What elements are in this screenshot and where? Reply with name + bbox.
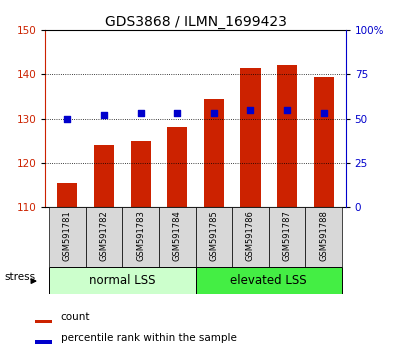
Bar bbox=[94, 145, 114, 207]
Text: GSM591785: GSM591785 bbox=[209, 211, 218, 261]
Text: GSM591788: GSM591788 bbox=[319, 211, 328, 261]
FancyBboxPatch shape bbox=[269, 207, 305, 267]
Point bbox=[137, 110, 144, 116]
FancyBboxPatch shape bbox=[122, 207, 159, 267]
Text: GSM591787: GSM591787 bbox=[282, 211, 292, 261]
FancyBboxPatch shape bbox=[49, 267, 196, 294]
FancyBboxPatch shape bbox=[159, 207, 196, 267]
Point bbox=[284, 107, 290, 113]
FancyBboxPatch shape bbox=[49, 207, 86, 267]
Text: GSM591783: GSM591783 bbox=[136, 211, 145, 261]
Point bbox=[320, 110, 327, 116]
Bar bbox=[314, 76, 334, 207]
FancyBboxPatch shape bbox=[196, 207, 232, 267]
Bar bbox=[204, 99, 224, 207]
Bar bbox=[167, 127, 187, 207]
FancyBboxPatch shape bbox=[305, 207, 342, 267]
Bar bbox=[35, 320, 52, 323]
Point bbox=[174, 110, 181, 116]
Bar bbox=[241, 68, 261, 207]
FancyBboxPatch shape bbox=[196, 267, 342, 294]
Text: percentile rank within the sample: percentile rank within the sample bbox=[61, 333, 237, 343]
Text: GSM591781: GSM591781 bbox=[63, 211, 72, 261]
Point bbox=[211, 110, 217, 116]
Text: GSM591786: GSM591786 bbox=[246, 211, 255, 261]
Bar bbox=[277, 65, 297, 207]
FancyBboxPatch shape bbox=[232, 207, 269, 267]
Point bbox=[64, 116, 71, 121]
Bar bbox=[130, 141, 150, 207]
Title: GDS3868 / ILMN_1699423: GDS3868 / ILMN_1699423 bbox=[105, 15, 286, 29]
Text: stress: stress bbox=[5, 272, 36, 282]
Point bbox=[101, 112, 107, 118]
Text: GSM591782: GSM591782 bbox=[100, 211, 109, 261]
Text: elevated LSS: elevated LSS bbox=[230, 274, 307, 287]
Text: normal LSS: normal LSS bbox=[89, 274, 156, 287]
Point bbox=[247, 107, 254, 113]
Bar bbox=[57, 183, 77, 207]
FancyBboxPatch shape bbox=[86, 207, 122, 267]
Text: GSM591784: GSM591784 bbox=[173, 211, 182, 261]
Text: count: count bbox=[61, 312, 90, 322]
Bar bbox=[35, 340, 52, 343]
